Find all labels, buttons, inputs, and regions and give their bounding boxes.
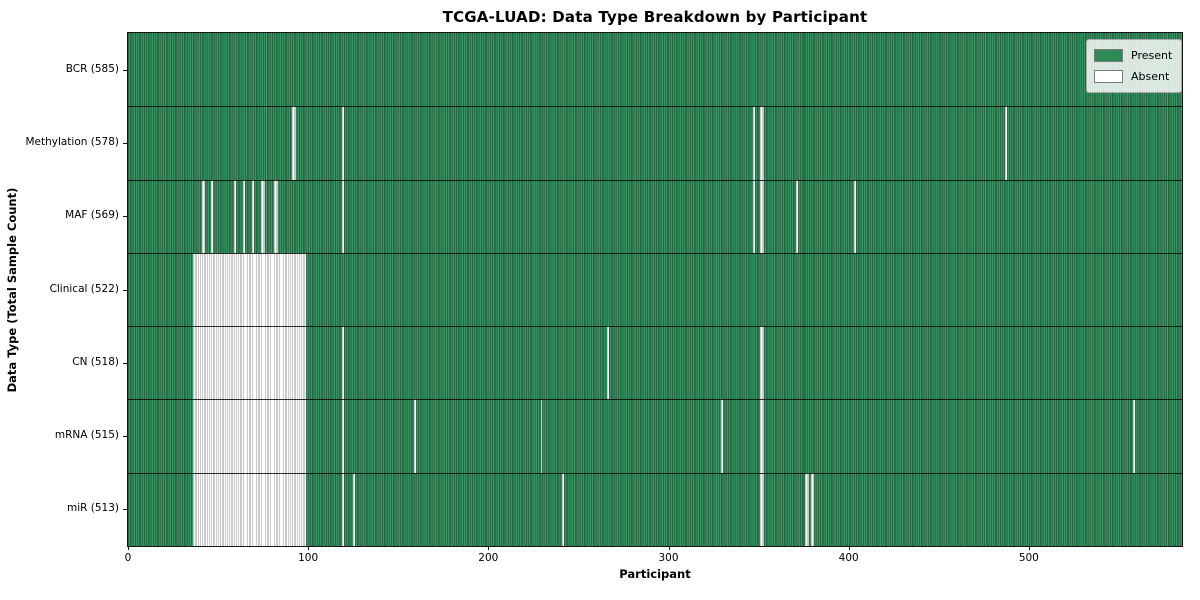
absent-segment (753, 179, 755, 253)
y-tick-mark (123, 436, 127, 438)
absent-segment (192, 399, 307, 473)
y-tick-label-maf: MAF (569) (65, 209, 119, 222)
x-tick-mark (308, 546, 310, 550)
absent-segment (261, 179, 265, 253)
absent-segment (201, 179, 206, 253)
x-tick-label: 200 (478, 552, 499, 564)
absent-segment (210, 179, 213, 253)
absent-segment (1133, 399, 1136, 473)
row-separator (128, 252, 1182, 254)
absent-segment (760, 399, 764, 473)
absent-segment (192, 472, 307, 546)
y-tick-mark (123, 362, 127, 364)
heatmap-row-methylation (128, 106, 1182, 180)
x-axis-label: Participant (619, 567, 691, 581)
absent-segment (342, 106, 345, 180)
y-tick-mark (123, 69, 127, 71)
row-separator (128, 326, 1182, 328)
absent-segment (720, 399, 723, 473)
x-tick-mark (668, 546, 670, 550)
absent-segment (540, 399, 543, 473)
row-separator (128, 179, 1182, 181)
heatmap-row-bcr (128, 33, 1182, 107)
absent-segment (234, 179, 237, 253)
heatmap-row-maf (128, 179, 1182, 253)
absent-segment (760, 179, 764, 253)
x-tick-mark (128, 546, 129, 550)
absent-segment (805, 472, 810, 546)
absent-segment (291, 106, 296, 180)
x-tick-mark (488, 546, 490, 550)
x-tick-label: 400 (838, 552, 859, 564)
absent-segment (562, 472, 564, 546)
absent-segment (1005, 106, 1008, 180)
absent-segment (192, 252, 307, 327)
chart-title: TCGA-LUAD: Data Type Breakdown by Partic… (442, 8, 868, 26)
y-tick-label-bcr: BCR (585) (65, 62, 119, 75)
absent-segment (353, 472, 355, 546)
x-tick-label: 100 (298, 552, 319, 564)
legend-present-swatch-icon (1094, 49, 1123, 62)
absent-segment (252, 179, 255, 253)
y-tick-mark (123, 289, 127, 291)
legend-absent-swatch-icon (1094, 70, 1123, 83)
y-tick-label-cn: CN (518) (72, 355, 119, 368)
plot-area (127, 32, 1183, 547)
absent-segment (342, 399, 345, 473)
y-tick-mark (123, 509, 127, 511)
legend-entry-absent: Absent (1094, 66, 1172, 87)
absent-segment (760, 326, 764, 400)
x-tick-mark (1028, 546, 1030, 550)
x-tick-mark (848, 546, 850, 550)
x-tick-label: 300 (658, 552, 679, 564)
row-separator (128, 106, 1182, 108)
absent-segment (760, 106, 764, 180)
absent-segment (760, 472, 764, 546)
absent-segment (607, 326, 610, 400)
absent-segment (414, 399, 417, 473)
legend-absent-label: Absent (1131, 70, 1170, 83)
y-tick-mark (123, 216, 127, 218)
absent-segment (243, 179, 246, 253)
heatmap-row-mrna (128, 399, 1182, 473)
absent-segment (342, 179, 345, 253)
heatmap-row-cn (128, 326, 1182, 400)
y-tick-label-methylation: Methylation (578) (25, 135, 119, 148)
y-tick-label-mir: miR (513) (66, 502, 119, 515)
legend: Present Absent (1086, 39, 1183, 93)
x-tick-label: 0 (124, 552, 132, 564)
heatmap-row-mir (128, 472, 1182, 546)
absent-segment (854, 179, 856, 253)
heatmap-row-clinical (128, 252, 1182, 327)
legend-present-label: Present (1131, 49, 1173, 62)
absent-segment (192, 326, 307, 400)
absent-segment (810, 472, 815, 546)
absent-segment (342, 326, 345, 400)
row-separator (128, 399, 1182, 401)
absent-segment (273, 179, 278, 253)
absent-segment (753, 106, 755, 180)
y-tick-label-mrna: mRNA (515) (54, 429, 119, 442)
legend-entry-present: Present (1094, 45, 1172, 66)
absent-segment (796, 179, 799, 253)
x-tick-label: 500 (1018, 552, 1039, 564)
row-separator (128, 472, 1182, 474)
absent-segment (342, 472, 345, 546)
y-tick-label-clinical: Clinical (522) (49, 282, 119, 295)
y-tick-mark (123, 142, 127, 144)
